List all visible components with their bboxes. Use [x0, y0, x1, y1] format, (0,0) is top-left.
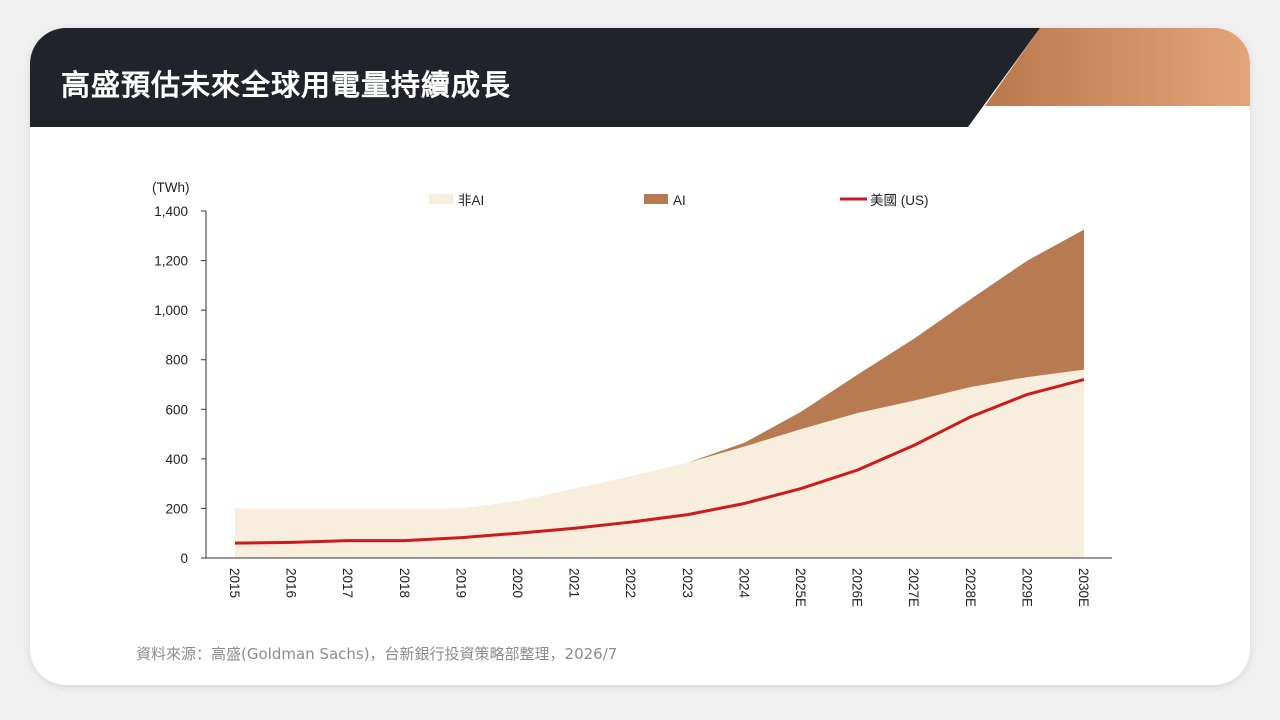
y-tick-label: 0 — [180, 551, 188, 566]
legend-label: 美國 (US) — [870, 193, 929, 208]
legend-label: 非AI — [458, 193, 484, 208]
header-dark-band — [30, 28, 1040, 127]
non-ai-area — [235, 369, 1084, 558]
x-tick-label: 2018 — [397, 568, 412, 598]
y-tick-label: 1,200 — [154, 254, 188, 269]
slide-card: 高盛預估未來全球用電量持續成長 0 200 400 600 800 1,000 1,200 1… — [30, 28, 1250, 685]
x-tick-label: 2030E — [1076, 568, 1091, 607]
y-tick-label: 600 — [165, 402, 188, 417]
y-tick-label: 1,000 — [154, 303, 188, 318]
x-tick-label: 2026E — [850, 568, 865, 607]
y-unit-label: (TWh) — [152, 180, 190, 195]
legend-label: AI — [673, 193, 686, 208]
y-tick-label: 800 — [165, 353, 188, 368]
header-bar — [30, 28, 1250, 127]
x-tick-label: 2019 — [453, 568, 468, 598]
x-tick-label: 2017 — [340, 568, 355, 598]
x-tick-label: 2027E — [906, 568, 921, 607]
us-line — [234, 378, 1085, 545]
y-tick-label: 1,400 — [154, 204, 188, 219]
x-tick-label: 2015 — [227, 568, 242, 598]
y-tick-label: 200 — [165, 501, 188, 516]
x-tick-label: 2020 — [510, 568, 525, 598]
y-tick-label: 400 — [165, 452, 188, 467]
x-tick-label: 2022 — [623, 568, 638, 598]
x-tick-label: 2021 — [567, 568, 582, 598]
source-note: 資料來源：高盛(Goldman Sachs)，台新銀行投資策略部整理，2026/… — [136, 645, 618, 663]
x-tick-label: 2016 — [284, 568, 299, 598]
legend-swatch — [644, 194, 668, 204]
x-tick-label: 2024 — [736, 568, 751, 599]
x-tick-label: 2029E — [1019, 568, 1034, 607]
ai-area — [235, 229, 1084, 509]
legend-swatch — [429, 194, 453, 204]
chart: 0 200 400 600 800 1,000 1,200 1,400 (TWh) 2015 201… — [152, 180, 1112, 607]
page-title: 高盛預估未來全球用電量持續成長 — [61, 68, 512, 102]
header-accent-band — [985, 28, 1250, 106]
x-tick-label: 2028E — [963, 568, 978, 607]
x-tick-label: 2023 — [680, 568, 695, 598]
x-tick-label: 2025E — [793, 568, 808, 607]
